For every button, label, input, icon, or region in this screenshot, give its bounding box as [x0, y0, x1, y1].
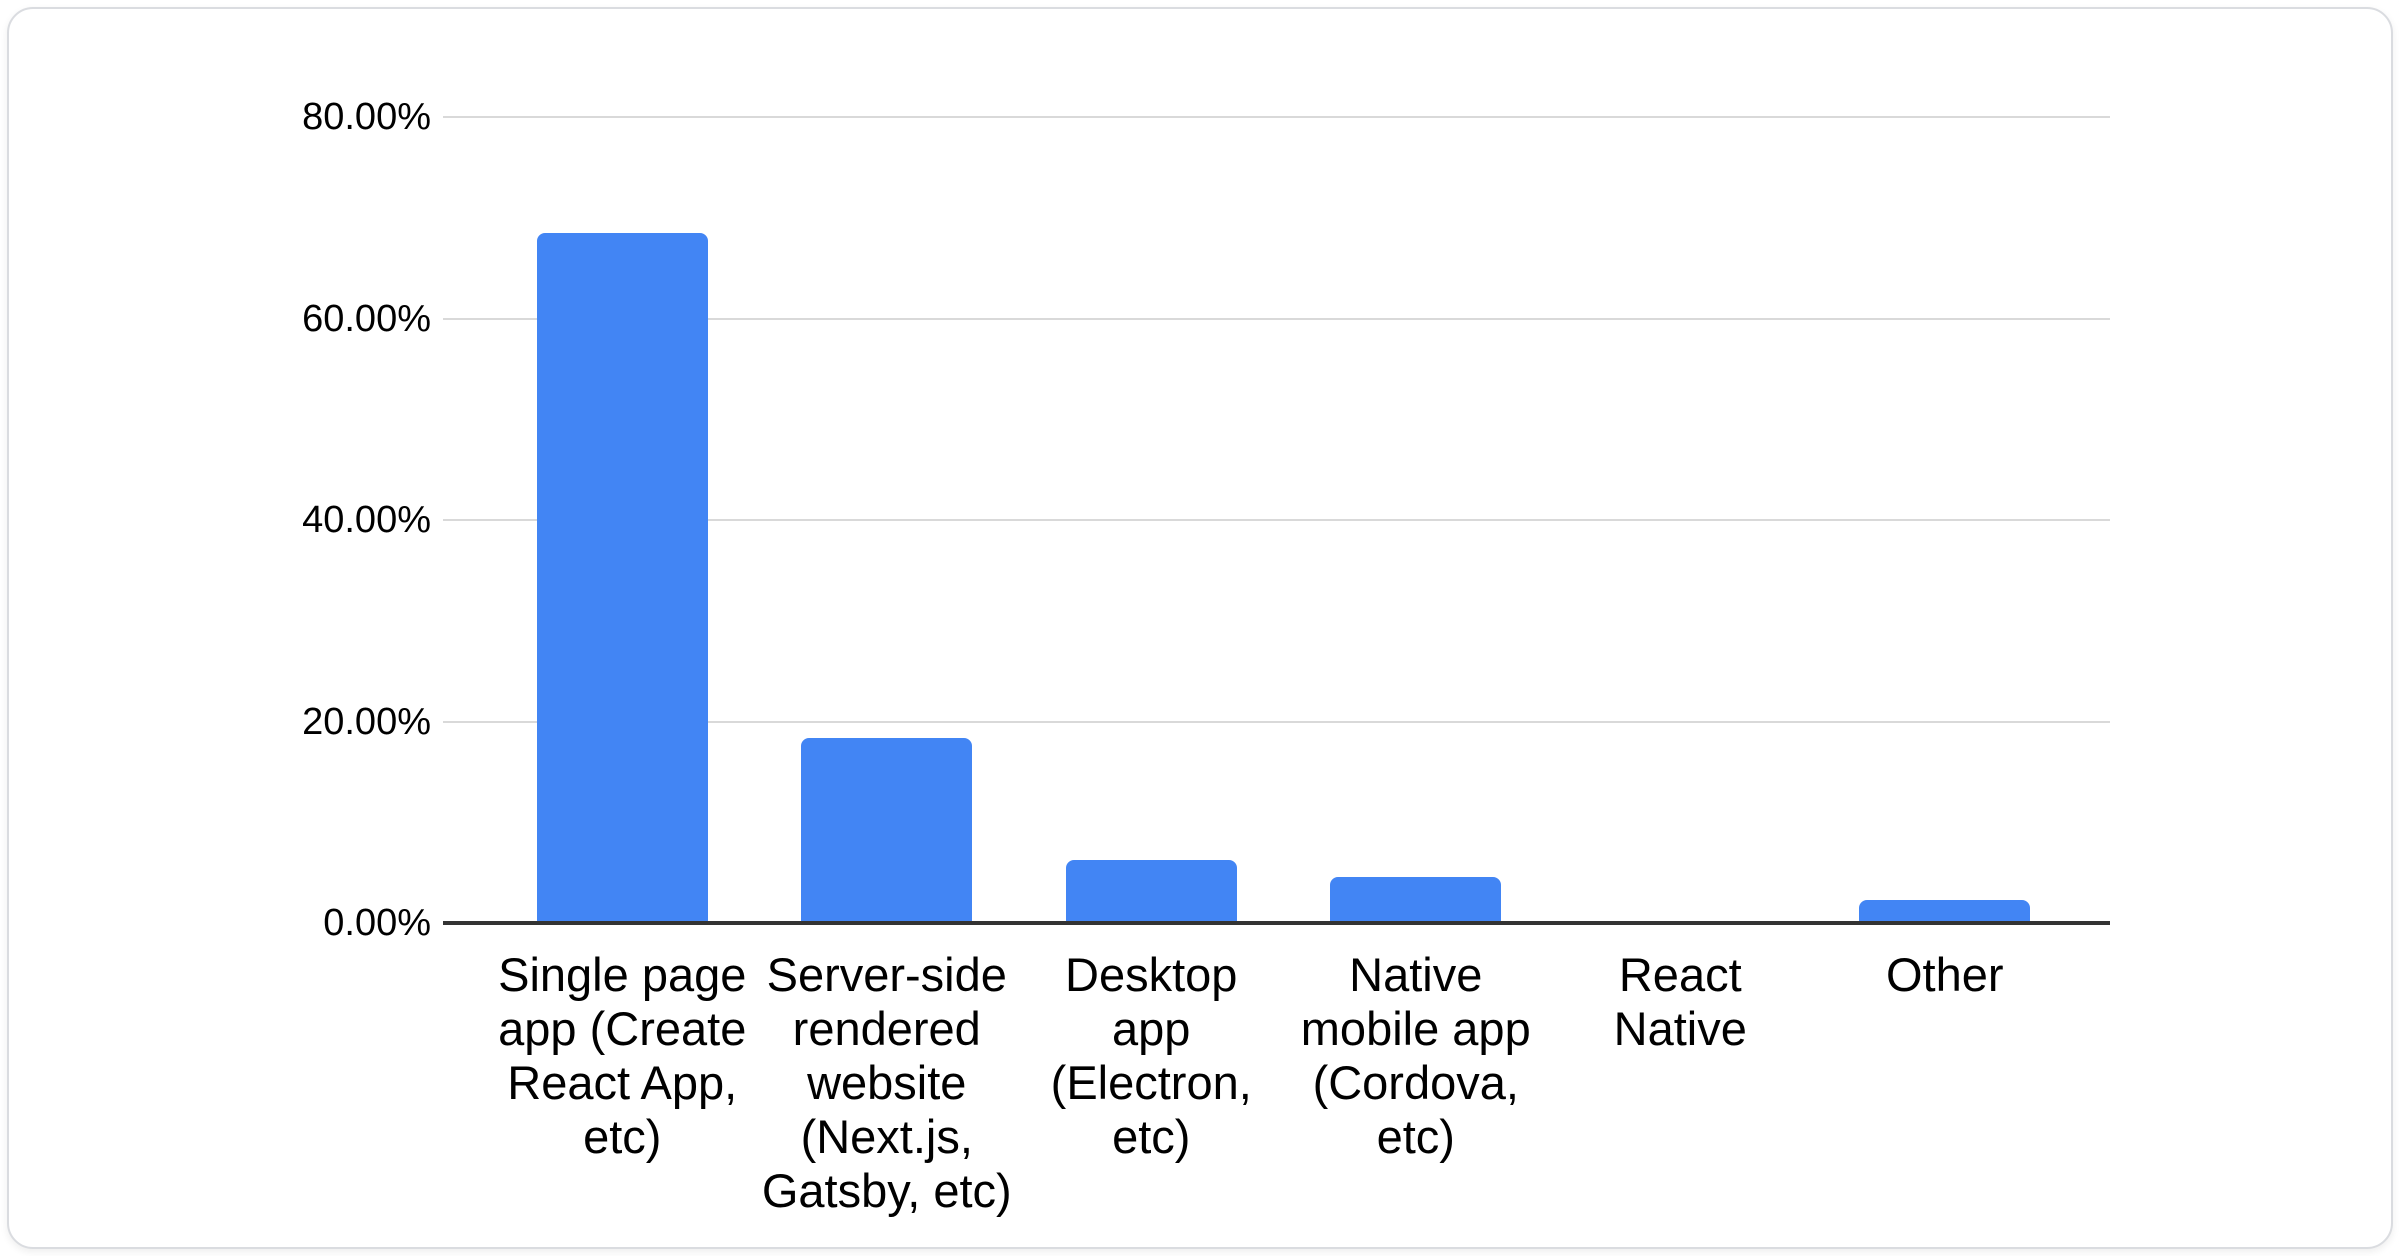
- x-axis-category-label-desktop-app-electron-etc: Desktop app (Electron, etc): [1050, 948, 1252, 1163]
- bar-desktop-app-electron-etc: [1065, 859, 1237, 923]
- y-axis-tick-label: 0.00%: [323, 902, 431, 944]
- y-axis-tick-label: 60.00%: [302, 297, 431, 340]
- x-axis-line: [443, 921, 2110, 925]
- x-axis-category-label-native-mobile-app-cordova-etc: Native mobile app (Cordova, etc): [1300, 948, 1531, 1163]
- x-axis-category-label-single-page-app-create-react-app: Single page app (Create React App, etc): [498, 948, 747, 1163]
- gridline-60: [443, 317, 2110, 320]
- bar-native-mobile-app-cordova-etc: [1330, 876, 1502, 923]
- y-axis-tick-label: 20.00%: [302, 700, 431, 743]
- gridline-40: [443, 519, 2110, 521]
- y-axis-tick-label: 40.00%: [302, 499, 431, 541]
- y-axis-tick-label: 80.00%: [302, 96, 431, 138]
- bar-other: [1859, 899, 2031, 923]
- x-axis-category-label-other: Other: [1885, 948, 2004, 1001]
- chart-card: 80.00% 60.00% 40.00% 20.00% 0.00% Single page…: [7, 7, 2393, 1249]
- x-axis-category-label-react-native: React Native: [1613, 948, 1747, 1055]
- bar-server-side-rendered-website-nex: [801, 737, 973, 923]
- gridline-80: [443, 116, 2110, 118]
- bar-single-page-app-create-react-app: [536, 232, 708, 923]
- x-axis-category-label-server-side-rendered-website-nex: Server-side rendered website (Next.js, G…: [761, 948, 1012, 1217]
- gridline-20: [443, 720, 2110, 723]
